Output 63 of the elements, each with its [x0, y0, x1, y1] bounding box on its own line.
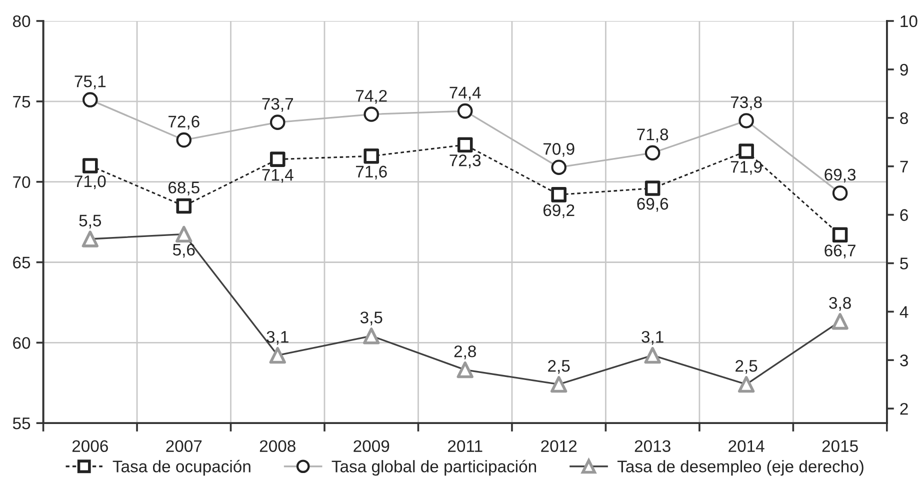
- x-tick-label: 2012: [541, 440, 577, 452]
- data-label: 70,9: [543, 143, 574, 157]
- x-tick-label: 2007: [166, 440, 202, 452]
- data-label: 73,7: [262, 98, 294, 112]
- data-label: 71,0: [74, 175, 106, 190]
- point: [82, 230, 98, 248]
- y2-tick-label: 8: [900, 112, 908, 124]
- x-tick-label: 2014: [728, 440, 764, 452]
- x-tick-label: 2013: [634, 440, 670, 452]
- data-label: 71,8: [637, 128, 668, 142]
- data-label: 3,8: [829, 297, 851, 311]
- y2-tick-label: 10: [900, 15, 918, 28]
- data-label: 71,4: [262, 169, 294, 183]
- data-label: 72,3: [450, 154, 481, 168]
- legend-label: Tasa global de participación: [332, 460, 536, 476]
- data-label: 69,3: [824, 168, 856, 183]
- point: [550, 376, 568, 393]
- y-tick-label: 60: [13, 337, 30, 349]
- x-tick-label: 2008: [260, 440, 296, 452]
- x-tick-label: 2006: [72, 440, 108, 452]
- data-label: 2,8: [454, 345, 476, 360]
- point: [176, 226, 192, 242]
- data-label: 73,8: [730, 96, 762, 110]
- y2-tick-label: 7: [900, 160, 908, 172]
- y2-tick-label: 9: [900, 64, 908, 76]
- data-label: 74,4: [450, 86, 481, 100]
- point: [363, 328, 380, 344]
- y2-tick-label: 5: [900, 258, 908, 270]
- x-tick-label: 2009: [354, 440, 390, 452]
- legend-label: Tasa de ocupación: [112, 460, 250, 476]
- data-label: 66,7: [824, 244, 856, 258]
- point: [832, 313, 848, 330]
- data-label: 72,6: [168, 116, 200, 130]
- data-label: 3,1: [642, 330, 664, 345]
- y-tick-label: 75: [13, 96, 30, 108]
- point: [644, 346, 661, 364]
- data-label: 69,2: [543, 204, 574, 218]
- data-label: 69,6: [637, 198, 668, 212]
- data-label: 5,6: [172, 244, 195, 258]
- y2-tick-label: 6: [900, 209, 908, 221]
- data-label: 75,1: [74, 76, 106, 90]
- data-label: 71,6: [356, 166, 387, 180]
- point: [269, 346, 286, 364]
- y2-tick-label: 2: [900, 402, 908, 415]
- data-label: 3,1: [266, 330, 288, 345]
- data-label: 3,5: [360, 312, 382, 326]
- y2-tick-label: 3: [900, 354, 908, 366]
- data-label: 68,5: [168, 182, 200, 196]
- x-tick-label: 2011: [448, 440, 482, 452]
- y-tick-label: 70: [13, 176, 30, 188]
- point: [738, 376, 755, 393]
- data-label: 2,5: [736, 360, 758, 374]
- y-tick-label: 80: [12, 15, 30, 28]
- data-label: 5,5: [79, 214, 102, 228]
- y-tick-label: 55: [12, 418, 30, 430]
- legend-label: Tasa de desempleo (eje derecho): [617, 460, 864, 476]
- data-label: 71,9: [730, 160, 762, 175]
- y2-tick-label: 4: [900, 306, 908, 318]
- data-label: 2,5: [548, 360, 570, 374]
- data-label: 74,2: [356, 90, 387, 104]
- y-tick-label: 65: [13, 256, 30, 268]
- point: [456, 361, 474, 378]
- x-tick-label: 2015: [822, 440, 858, 452]
